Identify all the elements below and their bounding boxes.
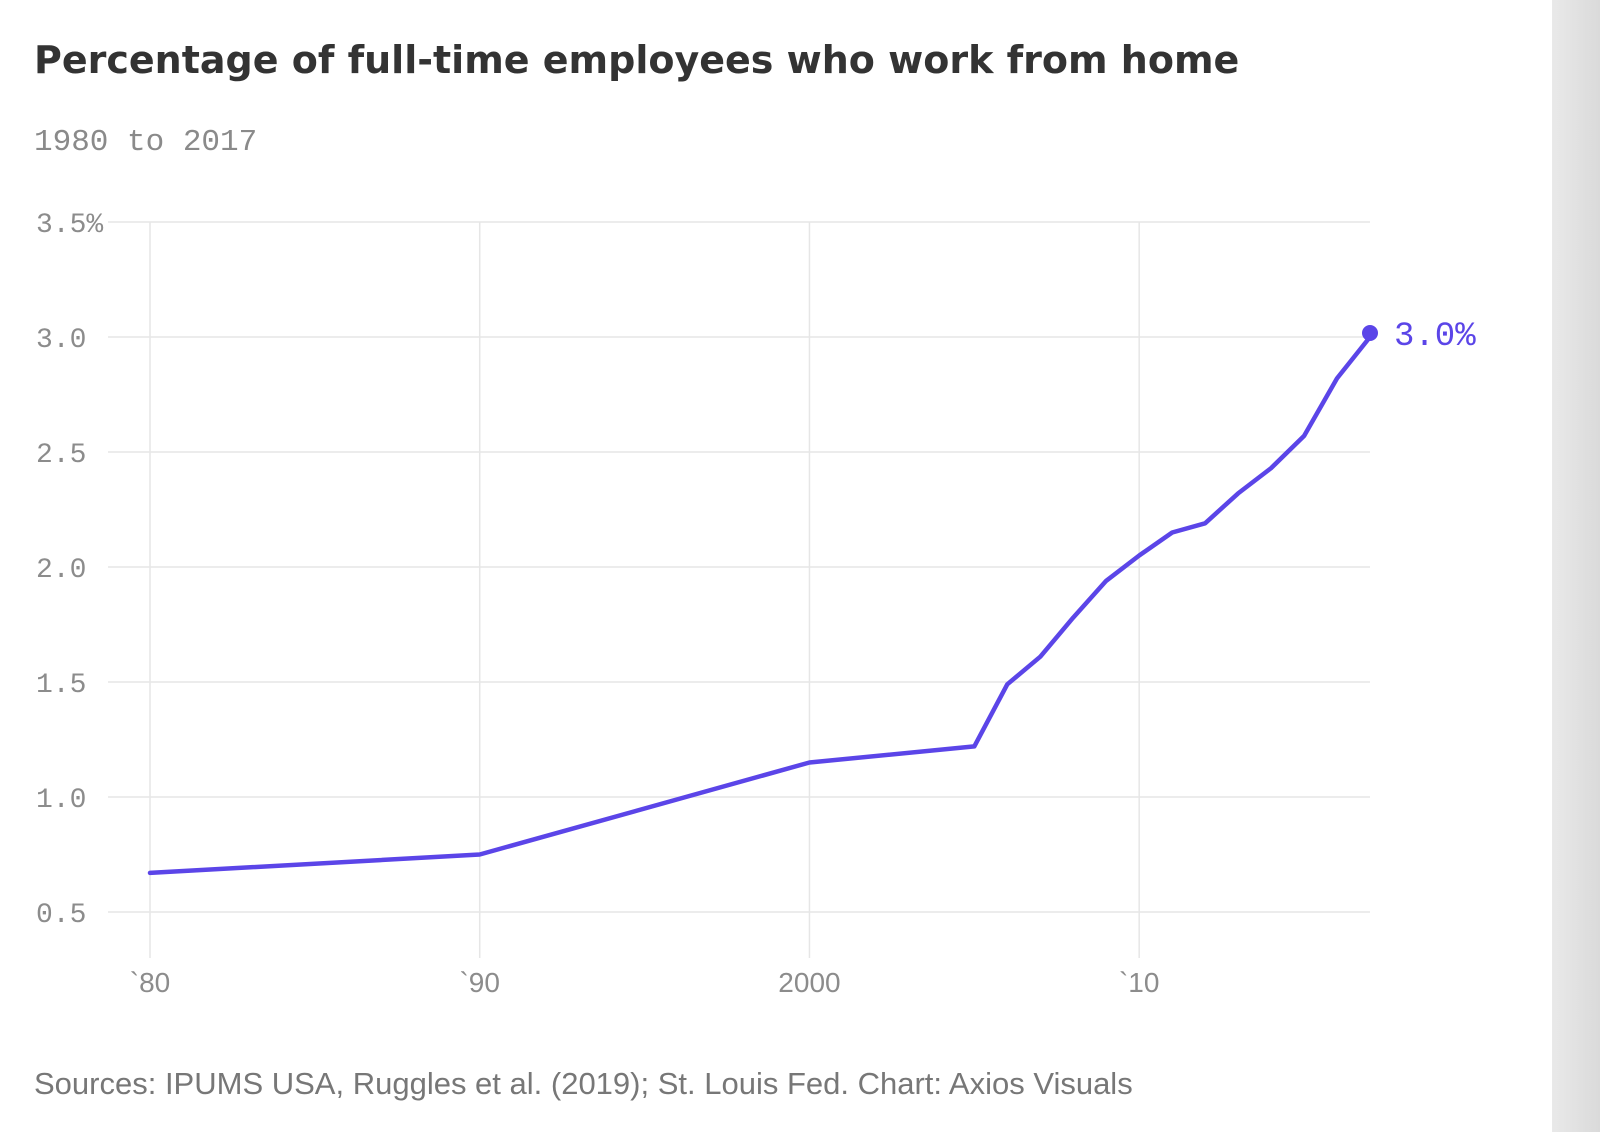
x-tick-labels: `80 `90 2000 `10 <box>130 967 1160 998</box>
y-tick-label: 2.0 <box>36 555 86 586</box>
y-tick-labels: 0.5 1.0 1.5 2.0 2.5 3.0 3.5% <box>36 210 103 931</box>
end-point-marker <box>1362 325 1378 341</box>
chart-title: Percentage of full-time employees who wo… <box>34 38 1240 82</box>
x-gridlines <box>149 222 1140 958</box>
chart-source: Sources: IPUMS USA, Ruggles et al. (2019… <box>34 1066 1133 1101</box>
y-tick-label: 3.0 <box>36 325 86 356</box>
y-tick-label: 0.5 <box>36 900 86 931</box>
series-line <box>147 334 1373 876</box>
window-edge <box>1552 0 1600 1132</box>
x-tick-label: `80 <box>130 967 170 998</box>
end-value-label: 3.0% <box>1394 318 1476 356</box>
y-gridlines <box>108 221 1370 913</box>
y-tick-label: 1.5 <box>36 670 86 701</box>
series-group: 3.0% <box>147 318 1476 876</box>
x-tick-label: `90 <box>459 967 499 998</box>
y-tick-label: 3.5% <box>36 210 103 241</box>
x-tick-label: `10 <box>1119 967 1159 998</box>
x-tick-label: 2000 <box>778 967 840 998</box>
y-tick-label: 2.5 <box>36 440 86 471</box>
chart-subtitle: 1980 to 2017 <box>34 125 258 160</box>
y-tick-label: 1.0 <box>36 785 86 816</box>
